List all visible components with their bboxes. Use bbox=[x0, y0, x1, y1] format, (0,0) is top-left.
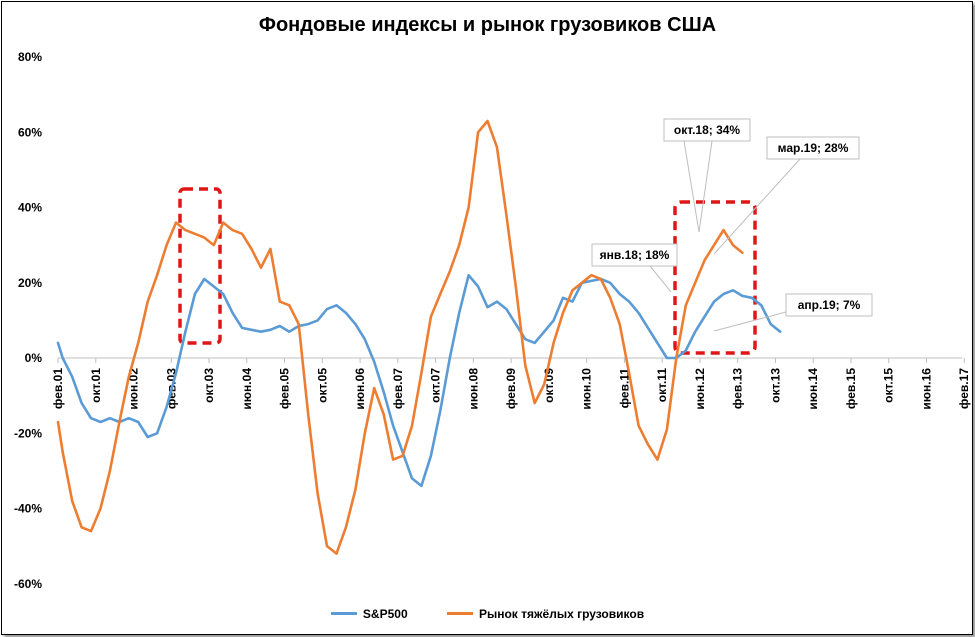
annotation-leader bbox=[698, 140, 713, 233]
annotation-apr19-box bbox=[785, 293, 873, 317]
x-tick-label: июн.08 bbox=[466, 368, 480, 410]
series-lines bbox=[56, 119, 782, 555]
annotation-apr19: апр.19; 7% bbox=[798, 298, 861, 312]
y-tick-label: 0% bbox=[25, 351, 43, 365]
x-tick-label: фев.09 bbox=[504, 368, 518, 409]
y-tick-label: -20% bbox=[14, 426, 42, 440]
x-axis: фев.01 окт.01 июн.02 фев.03 окт.03 июн.04 фев.… bbox=[51, 357, 971, 410]
x-tick-label: окт.13 bbox=[768, 368, 782, 403]
annotation-oct18: окт.18; 34% bbox=[674, 123, 741, 137]
annotation-mar19: мар.19; 28% bbox=[778, 141, 849, 155]
x-tick-label: фев.13 bbox=[731, 368, 745, 409]
y-tick-label: 60% bbox=[18, 125, 42, 139]
x-tick-label: июн.16 bbox=[919, 368, 933, 410]
legend-item-trucks: Рынок тяжёлых грузовиков bbox=[446, 606, 645, 621]
x-tick-label: июн.04 bbox=[240, 368, 254, 410]
annotation-leader bbox=[713, 311, 787, 332]
x-tick-label: фев.15 bbox=[844, 368, 858, 409]
x-tick-label: окт.11 bbox=[655, 368, 669, 403]
x-tick-label: фев.01 bbox=[51, 368, 65, 409]
annotation-leader bbox=[713, 158, 801, 255]
y-axis: 80% 60% 40% 20% 0% -20% -40% -60% bbox=[14, 50, 42, 591]
legend-label-trucks: Рынок тяжёлых грузовиков bbox=[478, 606, 645, 621]
annotation-leader bbox=[683, 140, 700, 233]
legend-swatch-sp500 bbox=[330, 612, 357, 615]
x-tick-label: июн.10 bbox=[580, 368, 594, 410]
annotation-mar19-box bbox=[766, 136, 860, 160]
legend-item-sp500: S&P500 bbox=[330, 606, 408, 621]
legend-label-sp500: S&P500 bbox=[362, 606, 408, 621]
highlight-box-2004 bbox=[178, 187, 222, 345]
series-line-trucks bbox=[56, 119, 744, 555]
x-tick-label: окт.03 bbox=[202, 368, 216, 403]
x-tick-label: июн.02 bbox=[127, 368, 141, 410]
x-tick-label: фев.11 bbox=[617, 368, 631, 409]
annotation-leader bbox=[649, 265, 672, 293]
annotation-jan18: янв.18; 18% bbox=[600, 248, 670, 262]
legend: S&P500 Рынок тяжёлых грузовиков bbox=[0, 604, 975, 621]
x-tick-label: июн.06 bbox=[353, 368, 367, 410]
x-tick-label: июн.14 bbox=[806, 368, 820, 410]
annotation-oct18-box bbox=[663, 118, 751, 142]
highlight-box-2018 bbox=[673, 200, 757, 355]
legend-swatch-trucks bbox=[446, 612, 473, 615]
series-line-sp500 bbox=[56, 273, 782, 488]
y-tick-label: -60% bbox=[14, 577, 42, 591]
y-tick-label: -40% bbox=[14, 502, 42, 516]
x-tick-label: окт.01 bbox=[89, 368, 103, 403]
y-tick-label: 40% bbox=[18, 201, 42, 215]
annotation-jan18-box bbox=[591, 243, 678, 267]
annotations: окт.18; 34% мар.19; 28% янв.18; 18% апр.19;… bbox=[591, 118, 873, 332]
chart-title: Фондовые индексы и рынок грузовиков США bbox=[258, 14, 717, 36]
highlight-boxes bbox=[178, 187, 757, 355]
x-tick-label: окт.15 bbox=[882, 368, 896, 403]
y-tick-label: 20% bbox=[18, 276, 42, 290]
x-tick-label: июн.12 bbox=[693, 368, 707, 410]
y-tick-label: 80% bbox=[18, 50, 42, 64]
x-tick-label: фев.07 bbox=[391, 368, 405, 409]
x-tick-label: фев.05 bbox=[278, 368, 292, 409]
x-tick-label: фев.17 bbox=[957, 368, 971, 409]
x-tick-label: окт.07 bbox=[429, 368, 443, 403]
x-tick-label: окт.05 bbox=[315, 368, 329, 403]
